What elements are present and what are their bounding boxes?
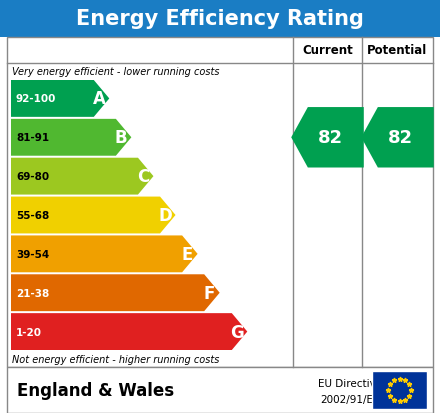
Text: 2002/91/EC: 2002/91/EC xyxy=(320,394,380,404)
Polygon shape xyxy=(361,108,434,168)
Text: Not energy efficient - higher running costs: Not energy efficient - higher running co… xyxy=(12,354,220,364)
Polygon shape xyxy=(11,158,154,195)
Bar xyxy=(7,38,433,367)
Text: EU Directive: EU Directive xyxy=(318,378,382,388)
Text: G: G xyxy=(231,323,244,341)
Text: 55-68: 55-68 xyxy=(16,211,49,221)
Text: 39-54: 39-54 xyxy=(16,249,49,259)
Text: 69-80: 69-80 xyxy=(16,172,49,182)
Polygon shape xyxy=(11,120,132,157)
Text: D: D xyxy=(158,206,172,224)
Polygon shape xyxy=(11,275,220,311)
Polygon shape xyxy=(291,108,364,168)
Text: 21-38: 21-38 xyxy=(16,288,49,298)
Bar xyxy=(7,367,433,413)
Text: A: A xyxy=(93,90,106,108)
Text: Current: Current xyxy=(302,44,353,57)
Bar xyxy=(372,371,427,409)
Text: 82: 82 xyxy=(388,129,414,147)
Text: B: B xyxy=(115,129,128,147)
Text: Energy Efficiency Rating: Energy Efficiency Rating xyxy=(76,9,364,29)
Text: Potential: Potential xyxy=(367,44,428,57)
Text: E: E xyxy=(182,245,193,263)
Text: 81-91: 81-91 xyxy=(16,133,49,143)
Text: C: C xyxy=(137,168,150,186)
Polygon shape xyxy=(11,313,247,350)
Text: 82: 82 xyxy=(318,129,343,147)
Polygon shape xyxy=(11,236,198,273)
Polygon shape xyxy=(11,197,176,234)
Polygon shape xyxy=(11,81,109,118)
Text: Very energy efficient - lower running costs: Very energy efficient - lower running co… xyxy=(12,67,220,77)
Text: England & Wales: England & Wales xyxy=(17,381,174,399)
Text: F: F xyxy=(204,284,215,302)
Bar xyxy=(0,0,440,38)
Text: 92-100: 92-100 xyxy=(16,94,56,104)
Text: 1-20: 1-20 xyxy=(16,327,42,337)
